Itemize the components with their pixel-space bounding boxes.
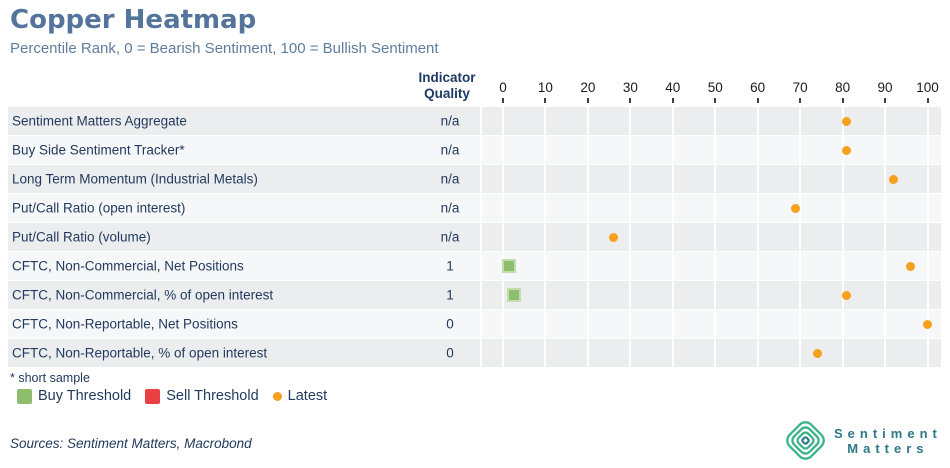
gridline	[884, 107, 887, 368]
gridline	[629, 107, 632, 368]
buy-threshold-marker	[502, 259, 517, 273]
x-tick-mark	[629, 98, 632, 103]
x-tick-mark	[671, 98, 674, 103]
row-quality-value: n/a	[440, 142, 460, 158]
latest-dot-marker	[812, 349, 822, 358]
latest-dot-marker	[608, 233, 618, 242]
x-tick-mark	[544, 98, 547, 103]
x-tick-mark	[926, 98, 929, 103]
legend-label: Latest	[287, 388, 328, 404]
x-tick-label: 40	[665, 80, 681, 95]
gridline	[714, 107, 717, 368]
legend-label: Buy Threshold	[38, 388, 132, 404]
x-tick-label: 0	[499, 80, 507, 95]
logo-line-2: Matters	[847, 440, 929, 456]
x-tick-mark	[799, 98, 802, 103]
gridline	[756, 107, 759, 368]
x-tick-mark	[884, 98, 887, 103]
gridline	[841, 107, 844, 368]
legend-latest-dot-icon	[272, 391, 282, 401]
gridline	[926, 107, 929, 368]
latest-dot-marker	[842, 291, 852, 300]
legend: Buy Threshold Sell Threshold Latest	[17, 388, 327, 404]
diamond-logo-icon	[786, 421, 825, 460]
indicator-quality-header: Indicator Quality	[418, 70, 476, 102]
x-tick-label: 20	[580, 80, 596, 95]
latest-dot-marker	[791, 204, 801, 213]
legend-item: Buy Threshold	[17, 388, 131, 404]
x-tick-mark	[714, 98, 717, 103]
table-row: Put/Call Ratio (open interest) n/a	[8, 194, 941, 223]
buy-threshold-marker	[506, 288, 521, 302]
table-row: CFTC, Non-Commercial, Net Positions 1	[8, 252, 941, 281]
row-label: Put/Call Ratio (volume)	[12, 229, 151, 245]
legend-item: Sell Threshold	[145, 388, 259, 404]
legend-label: Sell Threshold	[166, 388, 259, 404]
x-tick-label: 80	[835, 80, 851, 95]
gridline	[502, 107, 504, 368]
row-quality-value: 1	[446, 258, 454, 274]
table-row: Buy Side Sentiment Tracker* n/a	[8, 136, 941, 165]
row-quality-value: n/a	[440, 113, 460, 129]
latest-dot-marker	[842, 146, 852, 155]
row-label: CFTC, Non-Commercial, Net Positions	[12, 258, 244, 274]
x-tick-label: 50	[707, 80, 723, 95]
row-label: Put/Call Ratio (open interest)	[12, 200, 186, 216]
sentiment-matters-logo: Sentiment Matters	[784, 419, 942, 462]
row-quality-value: 0	[446, 316, 454, 332]
row-label: Sentiment Matters Aggregate	[12, 113, 187, 129]
row-label: Buy Side Sentiment Tracker*	[12, 142, 185, 158]
gridline	[544, 107, 547, 368]
legend-threshold-square-icon	[17, 388, 32, 404]
row-quality-value: n/a	[440, 171, 460, 187]
gridline	[480, 107, 482, 368]
short-sample-footnote: * short sample	[10, 371, 90, 385]
latest-dot-marker	[923, 320, 932, 329]
row-quality-value: n/a	[440, 229, 460, 245]
logo-line-1: Sentiment	[834, 425, 942, 441]
table-row: Sentiment Matters Aggregate n/a	[8, 107, 941, 136]
gridline	[799, 107, 802, 368]
x-tick-mark	[756, 98, 759, 103]
gridline	[671, 107, 674, 368]
legend-item: Latest	[272, 388, 328, 404]
row-label: CFTC, Non-Reportable, % of open interest	[12, 345, 268, 361]
sources-text: Sources: Sentiment Matters, Macrobond	[10, 436, 252, 451]
x-tick-label: 60	[750, 80, 766, 95]
table-row: CFTC, Non-Reportable, Net Positions 0	[8, 310, 941, 339]
x-tick-label: 100	[916, 80, 939, 95]
page-subtitle: Percentile Rank, 0 = Bearish Sentiment, …	[10, 40, 439, 57]
table-row: CFTC, Non-Reportable, % of open interest…	[8, 339, 941, 368]
page-title: Copper Heatmap	[10, 5, 257, 35]
row-label: Long Term Momentum (Industrial Metals)	[12, 171, 258, 187]
row-quality-value: 1	[446, 287, 454, 303]
logo-wordmark: Sentiment Matters	[834, 426, 942, 456]
row-quality-value: 0	[446, 345, 454, 361]
latest-dot-marker	[889, 175, 899, 184]
table-row: Long Term Momentum (Industrial Metals) n/…	[8, 165, 941, 194]
heatmap-table: Sentiment Matters Aggregate n/a Buy Side S…	[8, 107, 941, 368]
x-tick-label: 70	[792, 80, 808, 95]
table-row: CFTC, Non-Commercial, % of open interest…	[8, 281, 941, 310]
gridline	[586, 107, 589, 368]
legend-threshold-square-icon	[145, 388, 161, 404]
x-tick-mark	[502, 98, 504, 103]
row-label: CFTC, Non-Reportable, Net Positions	[12, 316, 238, 332]
row-quality-value: n/a	[440, 200, 460, 216]
x-tick-label: 30	[622, 80, 638, 95]
table-row: Put/Call Ratio (volume) n/a	[8, 223, 941, 252]
latest-dot-marker	[906, 262, 916, 271]
x-tick-mark	[841, 98, 844, 103]
latest-dot-marker	[842, 117, 852, 126]
x-tick-mark	[586, 98, 589, 103]
x-tick-label: 10	[537, 80, 553, 95]
row-label: CFTC, Non-Commercial, % of open interest	[12, 287, 274, 303]
x-tick-label: 90	[877, 80, 893, 95]
